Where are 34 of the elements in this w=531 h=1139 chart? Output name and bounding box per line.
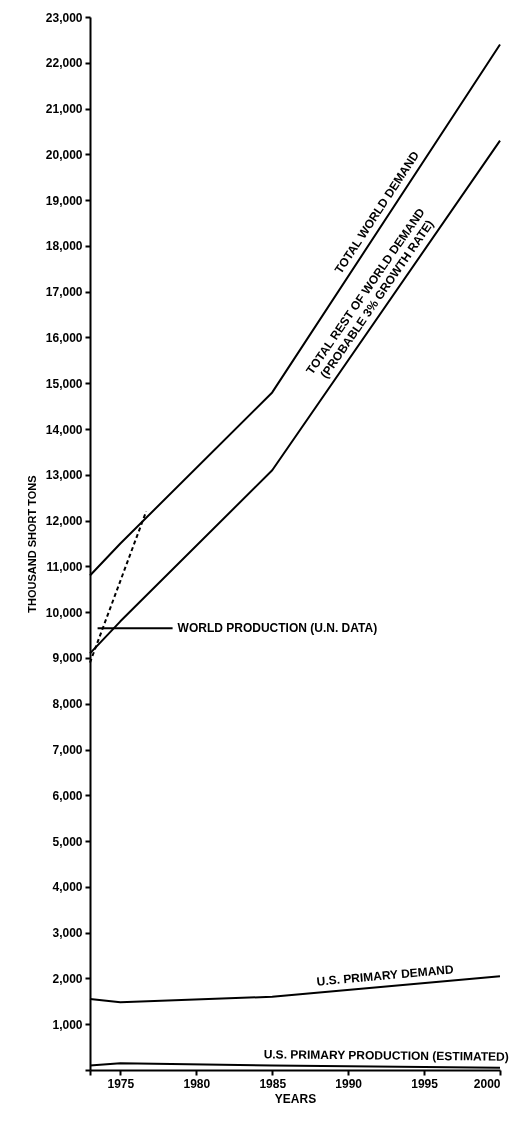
series-label: U.S. PRIMARY PRODUCTION (ESTIMATED) (263, 1047, 509, 1064)
y-tick-label: 19,000 (45, 193, 83, 208)
y-tick-label: 20,000 (45, 147, 83, 162)
y-tick-label: 18,000 (45, 239, 83, 254)
annotation: WORLD PRODUCTION (U.N. DATA) (177, 621, 378, 636)
y-tick-label: 22,000 (45, 56, 83, 71)
y-tick-label: 5,000 (52, 834, 83, 849)
y-tick-label: 10,000 (45, 605, 83, 620)
text: U.S. PRIMARY DEMAND (316, 962, 455, 989)
x-tick-label: 1975 (107, 1076, 135, 1091)
y-tick-label: 17,000 (45, 285, 83, 300)
y-tick-label: 13,000 (45, 468, 83, 483)
y-tick-label: 9,000 (52, 651, 83, 666)
y-tick-label: 16,000 (45, 330, 83, 345)
x-axis-title: YEARS (274, 1091, 317, 1106)
y-tick-label: 11,000 (46, 559, 83, 574)
y-tick-label: 14,000 (45, 422, 83, 437)
y-tick-label: 23,000 (45, 10, 83, 25)
y-tick-label: 6,000 (52, 788, 83, 803)
y-tick-label: 8,000 (52, 697, 83, 712)
y-tick-label: 2,000 (52, 971, 83, 986)
y-axis-title: THOUSAND SHORT TONS (25, 475, 38, 613)
x-tick-label: 1985 (259, 1076, 287, 1091)
y-tick-label: 12,000 (45, 514, 83, 529)
y-tick-label: 1,000 (52, 1017, 83, 1032)
x-tick-label: 1980 (183, 1076, 211, 1091)
y-tick-label: 4,000 (52, 880, 83, 895)
y-tick-label: 21,000 (45, 102, 83, 117)
y-tick-label: 3,000 (52, 926, 83, 941)
x-tick-label: 1995 (411, 1076, 439, 1091)
y-tick-label: 15,000 (45, 376, 83, 391)
x-tick-label: 2000 (473, 1076, 501, 1091)
x-tick-label: 1990 (335, 1076, 363, 1091)
y-tick-label: 7,000 (52, 743, 83, 758)
